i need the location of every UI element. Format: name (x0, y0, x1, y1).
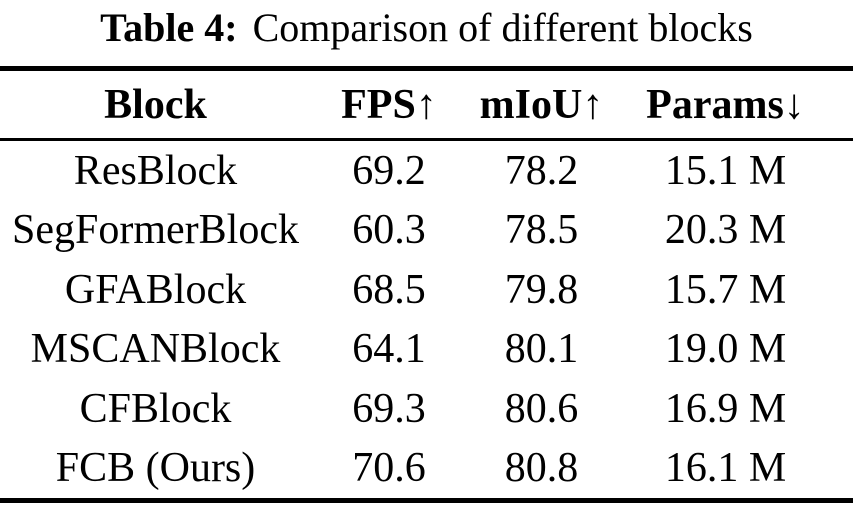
cell-block-name: CFBlock (79, 385, 232, 432)
table-header-row: Block FPS↑ mIoU↑ Params↓ (0, 71, 853, 141)
cell-fps-value: 69.2 (352, 147, 426, 194)
cell-params-value: 16.1 M (664, 445, 787, 492)
cell-fps-value: 70.6 (352, 445, 426, 492)
table-caption: Table 4: Comparison of different blocks (0, 0, 853, 66)
cell-miou-value: 80.6 (504, 385, 579, 432)
table-row-gfablock: GFABlock 68.5 79.8 15.7 M (0, 260, 853, 320)
table-row-fcb-ours: FCB (Ours) 70.6 80.8 16.1 M (0, 439, 853, 499)
cell-params-value: 15.7 M (664, 266, 787, 313)
table-row-segformerblock: SegFormerBlock 60.3 78.5 20.3 M (0, 201, 853, 261)
column-header-params: Params↓ (646, 81, 805, 128)
cell-block-name: GFABlock (64, 266, 247, 313)
table-row-mscanblock: MSCANBlock 64.1 80.1 19.0 M (0, 320, 853, 380)
cell-fps-value: 69.3 (352, 385, 426, 432)
table-row-cfblock: CFBlock 69.3 80.6 16.9 M (0, 379, 853, 439)
cell-miou-value: 79.8 (504, 266, 579, 313)
cell-block-name: SegFormerBlock (12, 207, 299, 254)
cell-params-value: 16.9 M (664, 385, 787, 432)
cell-block-name: MSCANBlock (30, 326, 281, 373)
cell-fps-value: 64.1 (352, 326, 426, 373)
cell-miou-value: 80.1 (504, 326, 579, 373)
cell-miou-value: 78.5 (504, 207, 579, 254)
column-header-miou: mIoU↑ (479, 81, 604, 128)
cell-params-value: 19.0 M (664, 326, 787, 373)
comparison-table: Block FPS↑ mIoU↑ Params↓ ResBlock 69.2 7… (0, 66, 853, 503)
cell-fps-value: 68.5 (352, 266, 426, 313)
cell-block-name: FCB (Ours) (55, 445, 256, 492)
cell-fps-value: 60.3 (352, 207, 426, 254)
table-row-resblock: ResBlock 69.2 78.2 15.1 M (0, 141, 853, 201)
cell-params-value: 15.1 M (664, 147, 787, 194)
cell-miou-value: 80.8 (504, 445, 579, 492)
table-caption-label: Table 4: (100, 5, 238, 50)
cell-block-name: ResBlock (73, 147, 238, 194)
cell-params-value: 20.3 M (664, 207, 787, 254)
column-header-block: Block (104, 81, 207, 128)
table-caption-text: Comparison of different blocks (252, 5, 753, 50)
cell-miou-value: 78.2 (504, 147, 579, 194)
table-body: ResBlock 69.2 78.2 15.1 M SegFormerBlock… (0, 141, 853, 498)
column-header-fps: FPS↑ (341, 81, 437, 128)
